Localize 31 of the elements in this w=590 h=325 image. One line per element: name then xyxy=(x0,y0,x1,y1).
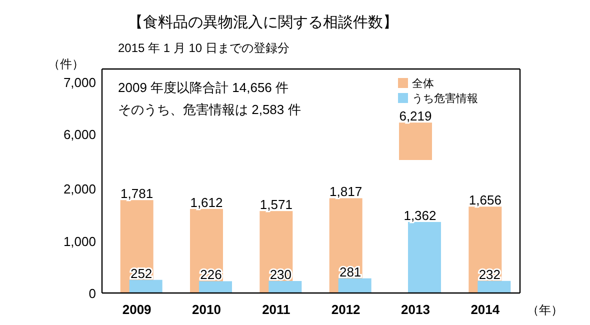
x-tick-label: 2012 xyxy=(331,302,360,317)
chart-title: 【食料品の異物混入に関する相談件数】 xyxy=(128,14,398,31)
legend-label: うち危害情報 xyxy=(412,92,478,105)
annotation: 2009 年度以降合計 14,656 件 xyxy=(118,80,289,95)
data-label: 1,817 xyxy=(330,184,362,200)
y-tick-label: 2,000 xyxy=(63,182,96,197)
x-tick-label: 2011 xyxy=(262,302,290,317)
data-label: 252 xyxy=(130,266,152,281)
y-tick-label: 0 xyxy=(88,286,96,301)
data-label: 232 xyxy=(478,266,501,282)
x-axis-title: （年） xyxy=(527,303,563,317)
data-label: 1,781 xyxy=(120,186,154,202)
data-label: 230 xyxy=(270,267,292,282)
data-label: 281 xyxy=(339,264,362,280)
y-tick-label: 7,000 xyxy=(63,75,96,90)
data-label: 1,612 xyxy=(190,194,223,210)
legend-label: 全体 xyxy=(412,78,434,90)
x-tick-label: 2013 xyxy=(401,302,430,317)
y-axis-title: （件） xyxy=(48,57,84,71)
annotation: そのうち、危害情報は 2,583 件 xyxy=(118,102,301,117)
x-tick-label: 2010 xyxy=(192,302,221,317)
data-label: 1,571 xyxy=(260,197,292,212)
chart-subtitle: 2015 年 1 月 10 日までの登録分 xyxy=(118,41,290,55)
data-label: 1,362 xyxy=(404,208,436,223)
data-label: 6,219 xyxy=(399,108,432,124)
y-tick-label: 1,000 xyxy=(63,234,96,249)
y-tick-label: 6,000 xyxy=(63,127,96,142)
data-label: 1,656 xyxy=(468,192,502,208)
x-tick-label: 2014 xyxy=(470,302,500,317)
x-tick-label: 2009 xyxy=(122,302,152,317)
data-label: 226 xyxy=(200,267,222,282)
